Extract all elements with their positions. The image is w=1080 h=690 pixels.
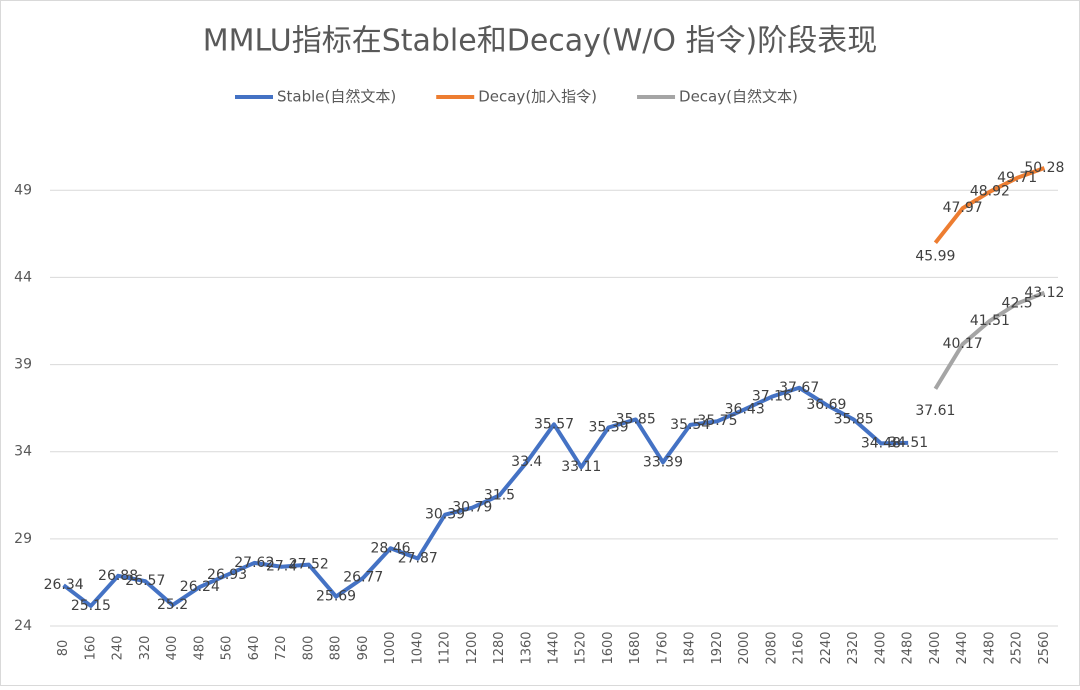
data-label: 41.51 — [970, 313, 1010, 329]
x-tick-label: 640 — [247, 636, 262, 661]
data-label: 36.69 — [806, 397, 846, 413]
series-line — [933, 166, 1046, 244]
data-label: 30.39 — [425, 507, 465, 523]
series-line — [62, 385, 909, 608]
data-label: 35.85 — [834, 411, 874, 427]
data-label: 25.2 — [157, 597, 188, 613]
data-label: 35.39 — [588, 419, 628, 435]
data-label: 26.93 — [207, 567, 247, 583]
x-tick-label: 560 — [220, 636, 235, 661]
x-tick-label: 2520 — [1010, 631, 1025, 664]
data-label: 27.4 — [266, 559, 297, 575]
x-tick-label: 2160 — [792, 631, 807, 664]
x-tick-label: 1200 — [465, 631, 480, 664]
x-tick-label: 1520 — [574, 631, 589, 664]
x-tick-label: 960 — [356, 636, 371, 661]
series-line — [933, 290, 1046, 390]
x-tick-label: 800 — [301, 636, 316, 661]
legend-label: Decay(自然文本) — [679, 88, 798, 106]
data-label: 37.61 — [915, 403, 955, 419]
x-tick-label: 1120 — [438, 631, 453, 664]
y-tick-label: 24 — [14, 618, 32, 634]
data-label: 26.57 — [125, 573, 165, 589]
data-label: 45.99 — [915, 249, 955, 265]
x-tick-label: 1040 — [410, 631, 425, 664]
data-label: 34.48 — [861, 435, 901, 451]
data-label: 26.34 — [44, 577, 84, 593]
x-tick-label: 2480 — [901, 631, 916, 664]
x-tick-label: 1280 — [492, 631, 507, 664]
x-tick-label: 1000 — [383, 631, 398, 664]
data-label: 35.75 — [697, 413, 737, 429]
x-tick-label: 1760 — [655, 631, 670, 664]
data-label: 40.17 — [943, 336, 983, 352]
data-label: 28.46 — [370, 540, 410, 556]
data-label: 49.71 — [997, 170, 1037, 186]
data-label: 26.24 — [180, 579, 220, 595]
data-label: 25.15 — [71, 598, 111, 614]
data-label: 42.5 — [1002, 296, 1033, 312]
x-tick-label: 80 — [56, 640, 71, 657]
x-tick-label: 160 — [83, 636, 98, 661]
chart-title: MMLU指标在Stable和Decay(W/O 指令)阶段表现 — [203, 24, 878, 59]
data-label: 26.77 — [343, 570, 383, 586]
data-label: 26.88 — [98, 568, 138, 584]
x-tick-label: 2440 — [955, 631, 970, 664]
x-tick-label: 240 — [111, 636, 126, 661]
data-label: 50.28 — [1024, 160, 1064, 176]
y-tick-label: 29 — [14, 531, 32, 547]
data-label: 27.62 — [234, 555, 274, 571]
data-label: 35.57 — [534, 416, 574, 432]
x-tick-label: 1680 — [628, 631, 643, 664]
x-tick-label: 1600 — [601, 631, 616, 664]
data-label: 43.12 — [1024, 285, 1064, 301]
x-tick-label: 2400 — [928, 631, 943, 664]
x-tick-label: 400 — [165, 636, 180, 661]
x-tick-label: 1440 — [547, 631, 562, 664]
data-label: 47.97 — [943, 200, 983, 216]
x-tick-label: 1360 — [519, 631, 534, 664]
data-label: 37.67 — [779, 380, 819, 396]
x-tick-label: 1840 — [683, 631, 698, 664]
legend-label: Stable(自然文本) — [277, 88, 396, 106]
x-tick-label: 880 — [329, 636, 344, 661]
data-label: 33.39 — [643, 454, 683, 470]
y-tick-label: 44 — [14, 269, 32, 285]
x-tick-label: 720 — [274, 636, 289, 661]
x-tick-label: 2560 — [1037, 631, 1052, 664]
data-label: 33.4 — [511, 454, 542, 470]
x-tick-label: 2320 — [846, 631, 861, 664]
legend-label: Decay(加入指令) — [478, 88, 597, 106]
data-label: 34.51 — [888, 435, 928, 451]
data-label: 35.85 — [616, 411, 656, 427]
x-tick-label: 1920 — [710, 631, 725, 664]
data-label: 37.16 — [752, 389, 792, 405]
x-tick-label: 2240 — [819, 631, 834, 664]
x-tick-label: 480 — [192, 636, 207, 661]
y-tick-label: 39 — [14, 357, 32, 373]
data-label: 27.87 — [398, 551, 438, 567]
x-tick-label: 2400 — [873, 631, 888, 664]
data-label: 33.11 — [561, 459, 601, 475]
data-label: 27.52 — [289, 557, 329, 573]
data-label: 25.69 — [316, 589, 356, 605]
x-tick-label: 2480 — [982, 631, 997, 664]
data-label: 30.79 — [452, 500, 492, 516]
data-label: 48.92 — [970, 184, 1010, 200]
x-tick-label: 320 — [138, 636, 153, 661]
x-tick-label: 2000 — [737, 631, 752, 664]
data-label: 36.43 — [725, 401, 765, 417]
data-label: 35.54 — [670, 417, 710, 433]
x-tick-label: 2080 — [764, 631, 779, 664]
y-tick-label: 49 — [14, 182, 32, 198]
data-label: 31.5 — [484, 487, 515, 503]
y-tick-label: 34 — [14, 444, 32, 460]
